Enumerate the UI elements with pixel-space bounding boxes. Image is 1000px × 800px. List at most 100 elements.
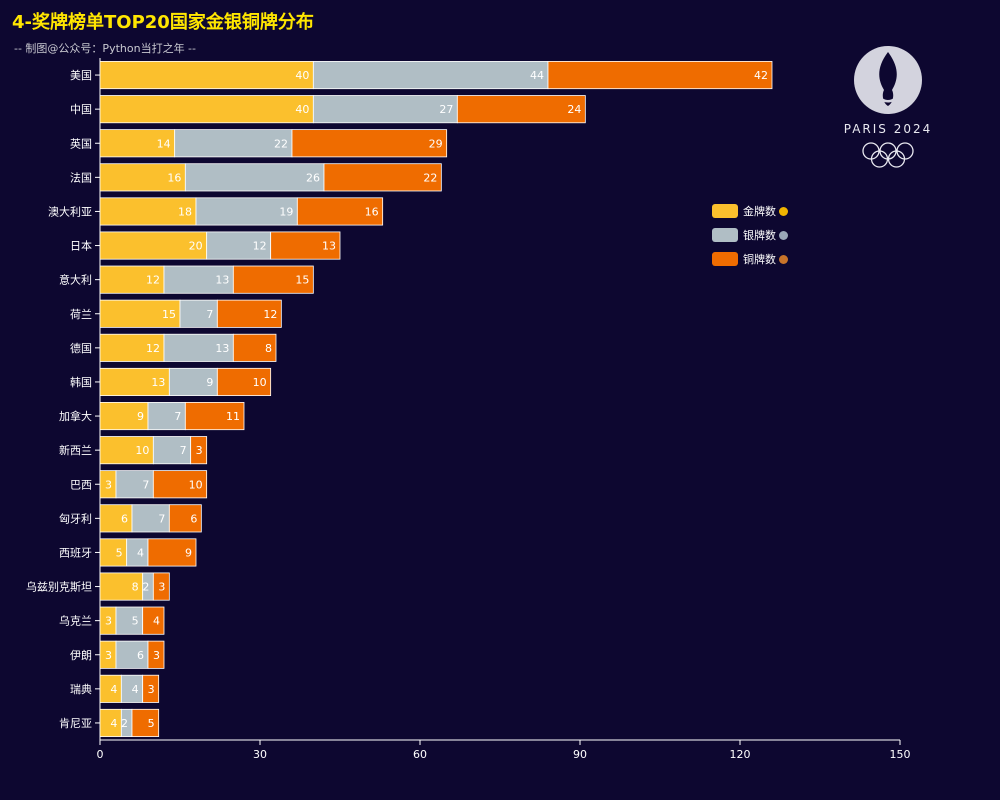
- data-label: 12: [263, 308, 277, 321]
- bar-segment[interactable]: [190, 436, 208, 465]
- data-label: 2: [121, 717, 128, 730]
- category-label: 英国: [70, 136, 92, 150]
- bar-segment[interactable]: [99, 402, 149, 431]
- data-label: 5: [132, 615, 139, 628]
- x-tick-label: 30: [253, 748, 267, 761]
- category-label: 瑞典: [70, 682, 92, 696]
- legend: 金牌数 银牌数 铜牌数: [712, 203, 788, 275]
- category-label: 法国: [70, 170, 92, 184]
- bar-segment[interactable]: [99, 333, 165, 362]
- bar-segment[interactable]: [99, 538, 128, 567]
- bar-segment[interactable]: [115, 470, 154, 499]
- legend-item-silver[interactable]: 银牌数: [712, 227, 788, 243]
- data-label: 9: [185, 546, 192, 559]
- bar-segment[interactable]: [232, 265, 314, 294]
- silver-medal-icon: [779, 230, 788, 240]
- bar-segment[interactable]: [99, 231, 208, 260]
- data-label: 3: [153, 649, 160, 662]
- data-label: 10: [253, 376, 267, 389]
- data-label: 2: [142, 581, 149, 594]
- data-label: 22: [274, 137, 288, 150]
- data-label: 27: [439, 103, 453, 116]
- bar-segment[interactable]: [168, 504, 202, 533]
- x-tick-label: 0: [97, 748, 104, 761]
- data-label: 7: [174, 410, 181, 423]
- category-label: 德国: [70, 341, 92, 355]
- bar-segment[interactable]: [195, 197, 298, 226]
- data-label: 42: [754, 69, 768, 82]
- bar-segment[interactable]: [184, 163, 325, 192]
- bar-segment[interactable]: [152, 436, 192, 465]
- data-label: 4: [137, 546, 144, 559]
- bar-segment[interactable]: [152, 572, 170, 601]
- data-label: 13: [215, 274, 229, 287]
- bar-segment[interactable]: [99, 95, 314, 124]
- bar-segment[interactable]: [99, 129, 176, 158]
- data-label: 8: [132, 581, 139, 594]
- category-label: 肯尼亚: [59, 717, 92, 730]
- data-label: 7: [180, 444, 187, 457]
- category-label: 韩国: [70, 375, 92, 389]
- data-label: 6: [137, 649, 144, 662]
- bar-segment[interactable]: [147, 640, 165, 669]
- bar-segment[interactable]: [131, 504, 170, 533]
- category-label: 加拿大: [59, 409, 92, 423]
- data-label: 15: [295, 274, 309, 287]
- bar-segment[interactable]: [99, 367, 170, 396]
- data-label: 11: [226, 410, 240, 423]
- bar-segment[interactable]: [216, 299, 282, 328]
- bar-segment[interactable]: [232, 333, 277, 362]
- legend-item-gold[interactable]: 金牌数: [712, 203, 788, 219]
- bar-segment[interactable]: [312, 61, 549, 90]
- category-label: 匈牙利: [59, 511, 92, 525]
- bar-segment[interactable]: [323, 163, 442, 192]
- legend-swatch-silver: [712, 228, 738, 242]
- bar-segment[interactable]: [312, 95, 458, 124]
- data-label: 4: [132, 683, 139, 696]
- legend-label-silver: 银牌数: [743, 229, 776, 242]
- data-label: 16: [365, 205, 379, 218]
- data-label: 12: [253, 240, 267, 253]
- data-label: 3: [105, 649, 112, 662]
- bar-segment[interactable]: [142, 674, 160, 703]
- bar-segment[interactable]: [216, 367, 272, 396]
- bar-segment[interactable]: [163, 333, 234, 362]
- bar-segment[interactable]: [99, 265, 165, 294]
- legend-item-bronze[interactable]: 铜牌数: [712, 251, 788, 267]
- category-label: 荷兰: [70, 308, 92, 321]
- data-label: 10: [189, 478, 203, 491]
- bar-segment[interactable]: [174, 129, 293, 158]
- category-label: 新西兰: [59, 443, 92, 457]
- bar-segment[interactable]: [291, 129, 448, 158]
- data-label: 3: [196, 444, 203, 457]
- bar-segment[interactable]: [184, 402, 245, 431]
- bar-segment[interactable]: [131, 708, 160, 737]
- category-label: 中国: [70, 103, 92, 116]
- bar-segment[interactable]: [147, 538, 197, 567]
- bar-segment[interactable]: [179, 299, 218, 328]
- data-label: 44: [530, 69, 544, 82]
- data-label: 4: [110, 683, 117, 696]
- x-tick-label: 90: [573, 748, 587, 761]
- category-label: 澳大利亚: [48, 204, 92, 218]
- bar-segment[interactable]: [206, 231, 272, 260]
- bar-segment[interactable]: [99, 504, 133, 533]
- bar-segment[interactable]: [456, 95, 586, 124]
- legend-label-gold: 金牌数: [743, 205, 776, 218]
- bar-segment[interactable]: [152, 470, 208, 499]
- bar-segment[interactable]: [147, 402, 186, 431]
- logo-text: PARIS 2024: [844, 122, 933, 136]
- data-label: 3: [148, 683, 155, 696]
- bar-segment[interactable]: [99, 61, 314, 90]
- bar-segment[interactable]: [142, 606, 165, 635]
- legend-label-bronze: 铜牌数: [743, 253, 776, 266]
- bar-segment[interactable]: [547, 61, 773, 90]
- bar-segment[interactable]: [296, 197, 384, 226]
- bar-segment[interactable]: [163, 265, 234, 294]
- bar-segment[interactable]: [115, 606, 144, 635]
- bar-segment[interactable]: [99, 163, 186, 192]
- bar-segment[interactable]: [270, 231, 341, 260]
- data-label: 6: [190, 512, 197, 525]
- data-label: 4: [153, 615, 160, 628]
- bar-segment[interactable]: [115, 640, 149, 669]
